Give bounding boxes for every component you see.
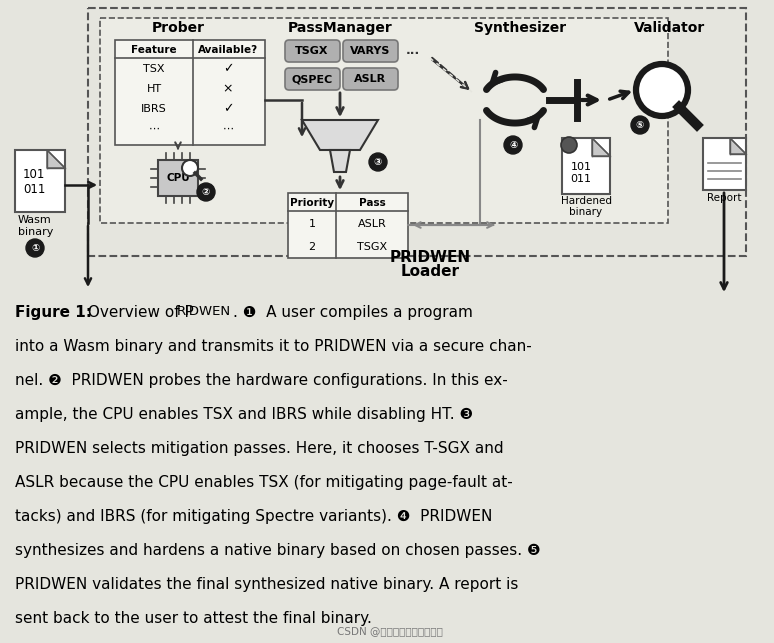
Text: TSX: TSX: [143, 64, 165, 74]
Text: Loader: Loader: [400, 264, 460, 280]
Text: ②: ②: [202, 187, 210, 197]
Text: ③: ③: [374, 157, 382, 167]
Text: Validator: Validator: [635, 21, 706, 35]
Text: binary: binary: [570, 207, 603, 217]
Text: . ❶  A user compiles a program: . ❶ A user compiles a program: [233, 305, 473, 320]
Text: RIDWEN: RIDWEN: [177, 305, 231, 318]
Polygon shape: [730, 138, 746, 154]
Text: ASLR: ASLR: [354, 74, 386, 84]
Text: ⋯: ⋯: [222, 124, 234, 134]
Text: binary: binary: [18, 227, 53, 237]
Text: Report: Report: [707, 193, 741, 203]
Circle shape: [26, 239, 44, 257]
Text: TSGX: TSGX: [357, 242, 387, 252]
Circle shape: [561, 137, 577, 153]
Text: Feature: Feature: [131, 45, 176, 55]
Circle shape: [636, 64, 688, 116]
Text: sent back to the user to attest the final binary.: sent back to the user to attest the fina…: [15, 611, 372, 626]
Bar: [562, 138, 610, 194]
Text: Pass: Pass: [358, 198, 385, 208]
Text: IBRS: IBRS: [141, 104, 167, 114]
Text: Synthesizer: Synthesizer: [474, 21, 566, 35]
Text: CPU: CPU: [166, 173, 190, 183]
Circle shape: [197, 183, 215, 201]
Bar: [100, 18, 668, 223]
Text: Prober: Prober: [152, 21, 204, 35]
Text: ⋯: ⋯: [149, 124, 159, 134]
Text: tacks) and IBRS (for mitigating Spectre variants). ❹  PRIDWEN: tacks) and IBRS (for mitigating Spectre …: [15, 509, 492, 524]
Text: ⑤: ⑤: [636, 120, 644, 130]
Text: Hardened: Hardened: [560, 196, 611, 206]
Text: into a Wasm binary and transmits it to PRIDWEN via a secure chan-: into a Wasm binary and transmits it to P…: [15, 339, 532, 354]
Text: Wasm: Wasm: [18, 215, 52, 225]
Text: 101
011: 101 011: [570, 162, 591, 184]
FancyBboxPatch shape: [343, 40, 398, 62]
Bar: [115, 40, 265, 145]
Text: PassManager: PassManager: [288, 21, 392, 35]
Text: ×: ×: [223, 82, 233, 96]
Text: ...: ...: [406, 44, 420, 57]
Text: ①: ①: [31, 243, 39, 253]
Text: ④: ④: [509, 140, 517, 150]
Polygon shape: [47, 150, 65, 168]
Text: Overview of P: Overview of P: [83, 305, 194, 320]
Text: PRIDWEN validates the final synthesized native binary. A report is: PRIDWEN validates the final synthesized …: [15, 577, 519, 592]
Text: PRIDWEN selects mitigation passes. Here, it chooses T-SGX and: PRIDWEN selects mitigation passes. Here,…: [15, 441, 504, 456]
Polygon shape: [592, 138, 610, 156]
Bar: [288, 193, 408, 258]
Text: Priority: Priority: [290, 198, 334, 208]
Circle shape: [631, 116, 649, 134]
Polygon shape: [302, 120, 378, 150]
Text: 1: 1: [309, 219, 316, 229]
Text: ample, the CPU enables TSX and IBRS while disabling HT. ❸: ample, the CPU enables TSX and IBRS whil…: [15, 407, 473, 422]
Text: ASLR because the CPU enables TSX (for mitigating page-fault at-: ASLR because the CPU enables TSX (for mi…: [15, 475, 512, 490]
FancyBboxPatch shape: [285, 40, 340, 62]
Bar: [88, 8, 746, 256]
Bar: [15, 150, 65, 212]
Text: 2: 2: [308, 242, 316, 252]
Text: ✓: ✓: [223, 102, 233, 116]
Text: ASLR: ASLR: [358, 219, 386, 229]
Text: 101
011: 101 011: [22, 168, 45, 196]
Text: synthesizes and hardens a native binary based on chosen passes. ❺: synthesizes and hardens a native binary …: [15, 543, 540, 558]
Text: HT: HT: [146, 84, 162, 94]
Text: Available?: Available?: [198, 45, 258, 55]
Text: PRIDWEN: PRIDWEN: [389, 251, 471, 266]
Text: nel. ❷  PRIDWEN probes the hardware configurations. In this ex-: nel. ❷ PRIDWEN probes the hardware confi…: [15, 373, 508, 388]
Text: TSGX: TSGX: [295, 46, 329, 56]
Text: VARYS: VARYS: [350, 46, 390, 56]
Circle shape: [369, 153, 387, 171]
Polygon shape: [330, 150, 350, 172]
FancyBboxPatch shape: [343, 68, 398, 90]
Bar: [703, 138, 746, 190]
Text: QSPEC: QSPEC: [291, 74, 333, 84]
FancyBboxPatch shape: [285, 68, 340, 90]
Bar: [158, 160, 198, 196]
Text: ✓: ✓: [223, 62, 233, 75]
Text: Figure 1:: Figure 1:: [15, 305, 92, 320]
Text: CSDN @粥粥粥少女的柠发条鸟: CSDN @粥粥粥少女的柠发条鸟: [337, 626, 443, 636]
Circle shape: [504, 136, 522, 154]
Circle shape: [182, 160, 198, 176]
